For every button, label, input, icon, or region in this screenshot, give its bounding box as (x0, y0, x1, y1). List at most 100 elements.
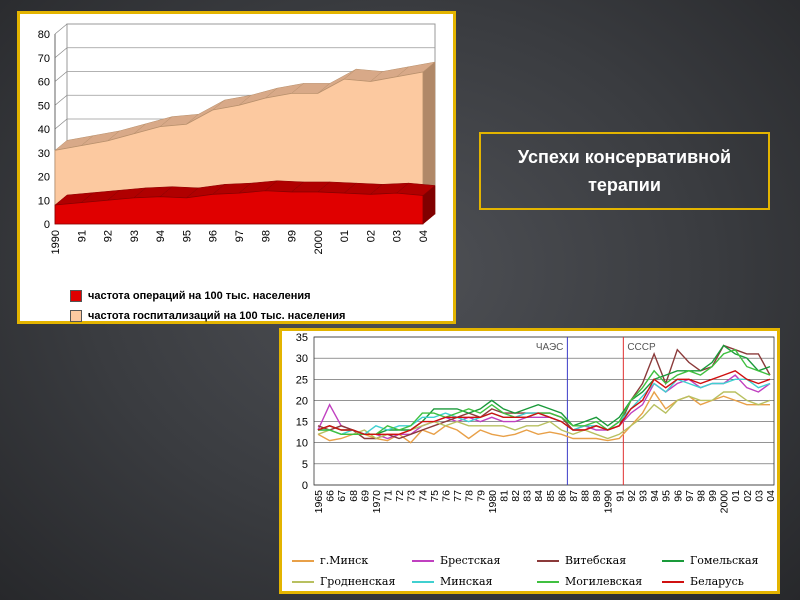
x-tick-label: 04 (765, 490, 777, 502)
x-tick-label: 1970 (371, 490, 383, 514)
x-tick-label: 77 (452, 490, 464, 502)
y-tick-label: 20 (38, 172, 50, 184)
legend-item: Брестская (412, 554, 537, 567)
x-tick-label: 86 (556, 490, 568, 502)
x-tick-label: 1965 (313, 490, 325, 514)
x-tick-label: 68 (348, 490, 360, 502)
legend-label: Минская (440, 575, 493, 588)
x-tick-label: 78 (464, 490, 476, 502)
line-chart-legend: г.Минск Брестская Витебская Гомельская Гродн… (292, 554, 772, 588)
x-tick-label: 01 (730, 490, 742, 502)
y-tick-label: 35 (296, 332, 308, 344)
legend-item: Гомельская (662, 554, 772, 567)
grid-line-depth (54, 47, 68, 59)
x-tick-label: 96 (672, 490, 684, 502)
x-tick-label: 83 (522, 490, 534, 502)
x-tick-label: 76 (440, 490, 452, 502)
legend-label: Могилевская (565, 575, 643, 588)
y-tick-label: 30 (38, 148, 50, 160)
x-tick-label: 84 (533, 490, 545, 502)
hospitalization-area-chart: 0 10 20 30 40 50 60 70 80 1990 91 92 93 94 95 96 97 98 99 2… (17, 11, 456, 324)
series-line (317, 344, 771, 440)
legend-item: Гродненская (292, 575, 412, 588)
legend-label-hospitalizations: частота госпитализаций на 100 тыс. насел… (88, 310, 346, 322)
x-tick-label: 1990 (50, 230, 62, 254)
area-chart-legend: частота операций на 100 тыс. населения ч… (70, 286, 345, 326)
x-tick-label: 94 (649, 490, 661, 502)
series-line (318, 348, 771, 435)
x-tick-label: 94 (155, 230, 167, 242)
x-tick-label: 03 (392, 230, 404, 242)
x-tick-label: 72 (394, 490, 406, 502)
x-tick-label: 1990 (603, 490, 615, 514)
x-tick-label: 99 (287, 230, 299, 242)
legend-line-swatch (662, 559, 684, 562)
line-chart-canvas: 0 5 10 15 20 25 30 35 ЧАЭС СССР 1965 66 67 68 69 1970 71… (296, 332, 777, 514)
x-tick-label: 82 (510, 490, 522, 502)
legend-item: Беларусь (662, 575, 772, 588)
y-tick-label: 20 (296, 395, 308, 407)
series-line (317, 370, 771, 435)
legend-label-operations: частота операций на 100 тыс. населения (88, 290, 311, 302)
grid-line-depth (54, 71, 68, 82)
legend-swatch-operations (70, 290, 82, 302)
y-tick-label: 70 (38, 53, 50, 65)
x-tick-label: 97 (684, 490, 696, 502)
y-tick-label: 30 (296, 353, 308, 365)
x-tick-label: 71 (383, 490, 395, 502)
x-tick-label: 98 (260, 230, 272, 242)
y-tick-label: 5 (302, 459, 308, 471)
legend-line-swatch (412, 580, 434, 583)
y-tick-label: 10 (38, 195, 50, 207)
series-line (317, 344, 771, 435)
x-tick-label: 98 (695, 490, 707, 502)
x-tick-label: 67 (336, 490, 348, 502)
grid-line-depth (54, 94, 68, 106)
legend-item: Могилевская (537, 575, 662, 588)
legend-label: Гродненская (320, 575, 396, 588)
legend-label: Гомельская (690, 554, 759, 567)
x-tick-label: 91 (614, 490, 626, 502)
x-tick-label: 03 (753, 490, 765, 502)
legend-line-swatch (662, 580, 684, 583)
grid-line-depth (54, 23, 68, 35)
x-tick-label: 88 (580, 490, 592, 502)
y-tick-label: 25 (296, 374, 308, 386)
legend-item: г.Минск (292, 554, 412, 567)
x-tick-label: 75 (429, 490, 441, 502)
area-side-face (422, 184, 436, 225)
y-tick-label: 15 (296, 417, 308, 429)
x-tick-label: 81 (498, 490, 510, 502)
x-tick-label: 2000 (719, 490, 731, 514)
event-label: СССР (627, 342, 656, 353)
legend-item-operations: частота операций на 100 тыс. населения (70, 286, 345, 306)
slide-title-box: Успехи консервативной терапии (479, 132, 770, 210)
y-tick-label: 0 (302, 480, 308, 492)
x-tick-label: 92 (626, 490, 638, 502)
x-tick-label: 95 (661, 490, 673, 502)
x-tick-label: 66 (325, 490, 337, 502)
x-tick-label: 93 (638, 490, 650, 502)
legend-item: Витебская (537, 554, 662, 567)
x-tick-label: 04 (418, 230, 430, 242)
legend-line-swatch (412, 559, 434, 562)
legend-line-swatch (537, 580, 559, 583)
x-tick-label: 79 (475, 490, 487, 502)
legend-label: Брестская (440, 554, 501, 567)
legend-swatch-hospitalizations (70, 310, 82, 322)
x-tick-label: 91 (76, 230, 88, 242)
plot-frame (313, 336, 775, 486)
legend-line-swatch (537, 559, 559, 562)
x-tick-label: 02 (365, 230, 377, 242)
y-tick-label: 80 (38, 29, 50, 41)
legend-label: Витебская (565, 554, 627, 567)
legend-item: Минская (412, 575, 537, 588)
x-tick-label: 99 (707, 490, 719, 502)
legend-label: Беларусь (690, 575, 744, 588)
x-tick-label: 97 (234, 230, 246, 242)
legend-line-swatch (292, 580, 314, 583)
x-tick-label: 85 (545, 490, 557, 502)
x-tick-label: 02 (742, 490, 754, 502)
x-tick-label: 74 (417, 490, 429, 502)
